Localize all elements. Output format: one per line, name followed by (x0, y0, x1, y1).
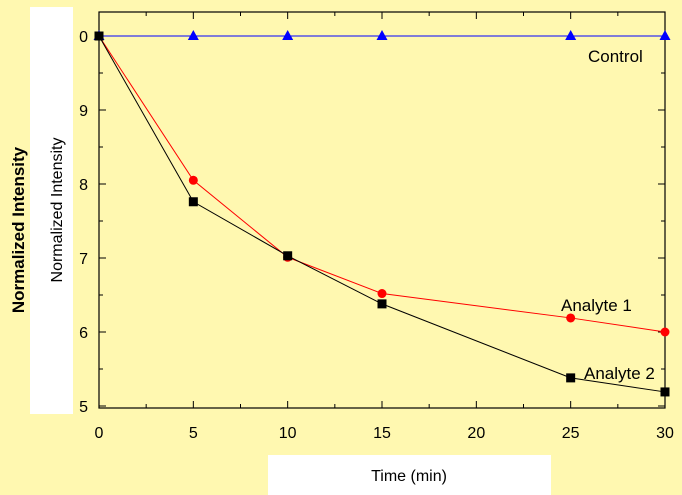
axis-ticks (98, 12, 666, 408)
point-analyte-2 (566, 373, 576, 383)
series-label-control: Control (588, 47, 643, 66)
point-analyte-1 (188, 175, 198, 185)
point-control (282, 30, 294, 40)
point-analyte-1 (377, 289, 387, 299)
point-analyte-1 (566, 313, 576, 323)
y-tick-label: 9 (79, 103, 88, 120)
point-control (187, 30, 199, 40)
series-markers (93, 30, 671, 397)
point-control (659, 30, 671, 40)
ylabel-overlay-box (30, 7, 73, 414)
x-tick-label: 25 (562, 425, 580, 442)
point-analyte-2 (94, 31, 104, 41)
y-tick-label: 8 (79, 177, 88, 194)
plot-area (98, 11, 666, 409)
series-line-analyte-2 (98, 35, 666, 393)
point-analyte-2 (377, 299, 387, 309)
series-line-analyte-1 (98, 35, 666, 333)
x-tick-label: 0 (95, 425, 104, 442)
point-control (376, 30, 388, 40)
x-tick-label: 5 (189, 425, 198, 442)
point-analyte-2 (660, 387, 670, 397)
y-tick-label: 5 (79, 399, 88, 416)
point-analyte-2 (188, 197, 198, 207)
y-tick-label: 0 (79, 29, 88, 46)
y-tick-labels: 5 6 7 8 9 0 (79, 29, 88, 416)
x-axis-title: Time (min) (371, 468, 447, 485)
y-tick-label: 6 (79, 325, 88, 342)
xlabel-box (268, 455, 551, 495)
series-label-analyte-1: Analyte 1 (561, 296, 632, 315)
y-axis-title-bold: Normalized Intensity (9, 146, 28, 313)
x-tick-label: 30 (656, 425, 674, 442)
x-tick-label: 15 (373, 425, 391, 442)
series-label-analyte-2: Analyte 2 (584, 364, 655, 383)
point-control (565, 30, 577, 40)
series-lines (98, 35, 666, 393)
point-analyte-2 (283, 251, 293, 261)
y-tick-label: 7 (79, 251, 88, 268)
point-analyte-1 (660, 327, 670, 337)
y-axis-title: Normalized Intensity (49, 138, 66, 283)
x-tick-label: 20 (467, 425, 485, 442)
x-tick-labels: 0 5 10 15 20 25 30 (95, 425, 674, 442)
x-tick-label: 10 (279, 425, 297, 442)
